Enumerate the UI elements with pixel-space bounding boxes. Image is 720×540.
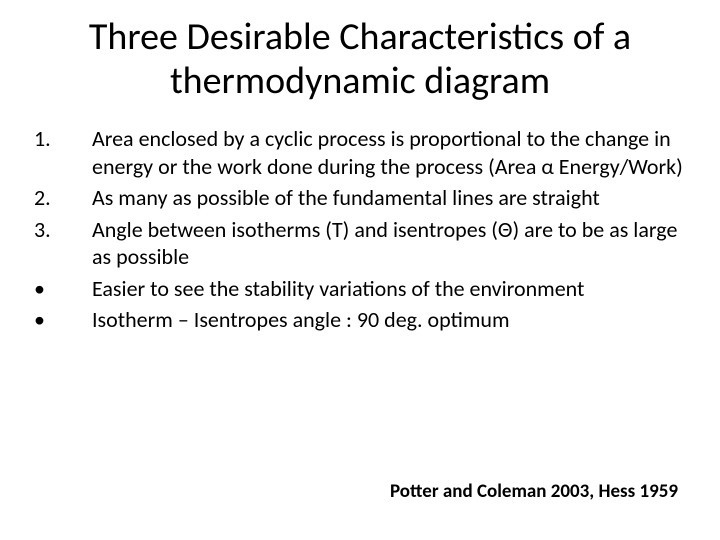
slide-title: Three Desirable Characteristics of a the… — [28, 16, 692, 103]
list-text: As many as possible of the fundamental l… — [92, 184, 692, 212]
list-marker: 3. — [28, 216, 92, 271]
list-item: 2. As many as possible of the fundamenta… — [28, 184, 692, 212]
list-item: • Easier to see the stability variations… — [28, 275, 692, 303]
list-marker: • — [28, 275, 92, 303]
slide-body: 1. Area enclosed by a cyclic process is … — [28, 125, 692, 334]
list-text: Isotherm – Isentropes angle : 90 deg. op… — [92, 306, 692, 334]
list-item: 3. Angle between isotherms (T) and isent… — [28, 216, 692, 271]
list-marker: • — [28, 306, 92, 334]
list-text: Area enclosed by a cyclic process is pro… — [92, 125, 692, 180]
list-text: Angle between isotherms (T) and isentrop… — [92, 216, 692, 271]
list-marker: 1. — [28, 125, 92, 180]
list-text: Easier to see the stability variations o… — [92, 275, 692, 303]
list-marker: 2. — [28, 184, 92, 212]
slide: Three Desirable Characteristics of a the… — [0, 0, 720, 540]
citation: Potter and Coleman 2003, Hess 1959 — [390, 481, 680, 504]
list-item: • Isotherm – Isentropes angle : 90 deg. … — [28, 306, 692, 334]
list-item: 1. Area enclosed by a cyclic process is … — [28, 125, 692, 180]
